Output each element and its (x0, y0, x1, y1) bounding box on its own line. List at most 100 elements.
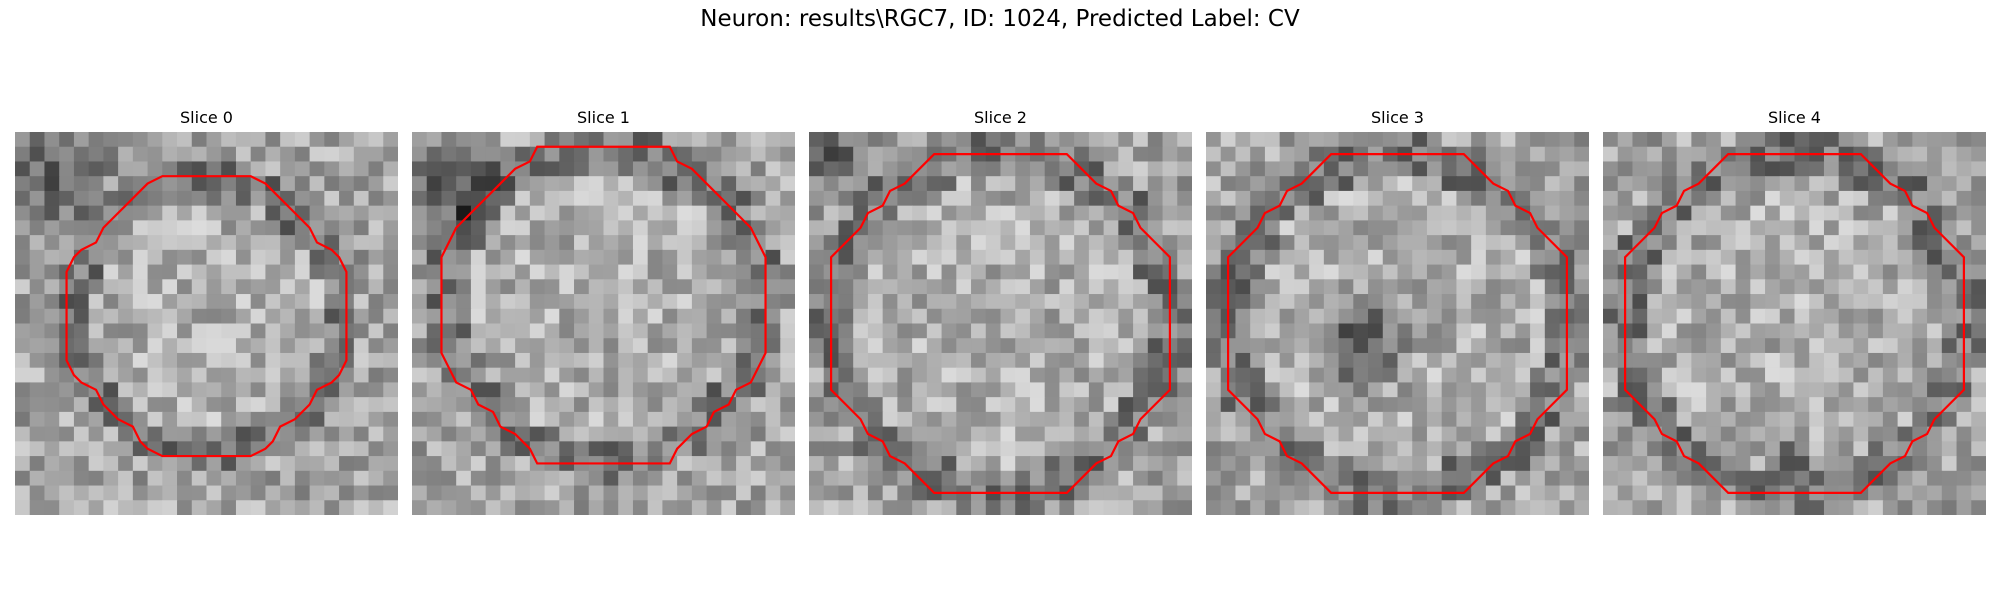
pixel-cell (1412, 367, 1428, 384)
pixel-cell (1015, 308, 1031, 325)
pixel-cell (1750, 308, 1766, 325)
pixel-cell (485, 367, 501, 384)
pixel-cell (588, 132, 605, 148)
pixel-cell (1823, 249, 1840, 266)
pixel-cell (280, 308, 296, 325)
pixel-cell (1956, 426, 1972, 442)
pixel-cell (882, 294, 898, 310)
pixel-cell (265, 176, 281, 192)
pixel-cell (736, 323, 752, 339)
pixel-cell (1118, 338, 1134, 354)
pixel-cell (206, 338, 222, 354)
pixel-cell (1809, 132, 1825, 148)
pixel-cell (691, 470, 708, 487)
pixel-cell (1823, 338, 1840, 354)
pixel-cell (1088, 426, 1105, 442)
pixel-cell (1691, 146, 1707, 163)
pixel-cell (1691, 338, 1707, 354)
pixel-cell (368, 367, 384, 384)
pixel-cell (250, 500, 267, 515)
pixel-cell (882, 146, 898, 163)
pixel-cell (1706, 294, 1722, 310)
pixel-cell (1941, 456, 1958, 472)
pixel-cell (59, 470, 75, 487)
pixel-cell (1750, 264, 1766, 280)
pixel-cell (29, 176, 46, 192)
pixel-cell (368, 441, 384, 457)
pixel-cell (309, 352, 325, 369)
pixel-cell (1603, 146, 1619, 163)
pixel-cell (1471, 426, 1487, 442)
pixel-cell (235, 352, 252, 369)
pixel-cell (1794, 338, 1810, 354)
pixel-cell (1676, 264, 1692, 280)
pixel-cell (588, 338, 605, 354)
pixel-cell (1838, 249, 1855, 266)
pixel-cell (780, 205, 795, 221)
pixel-cell (912, 441, 928, 457)
pixel-cell (736, 500, 752, 515)
pixel-cell (485, 338, 501, 354)
pixel-cell (470, 220, 487, 236)
pixel-cell (971, 235, 987, 251)
pixel-cell (1235, 500, 1251, 515)
pixel-cell (294, 470, 311, 487)
pixel-cell (441, 485, 457, 501)
pixel-cell (1779, 294, 1796, 310)
pixel-cell (1397, 294, 1413, 310)
pixel-cell (941, 382, 957, 398)
pixel-cell (339, 485, 355, 501)
pixel-cell (809, 176, 825, 192)
pixel-cell (118, 500, 134, 515)
pixel-cell (88, 352, 104, 369)
pixel-cell (1912, 470, 1928, 487)
pixel-cell (1000, 411, 1016, 428)
pixel-cell (897, 382, 913, 398)
pixel-cell (1044, 352, 1061, 369)
pixel-cell (1927, 308, 1943, 325)
pixel-cell (1382, 205, 1399, 221)
pixel-cell (1147, 294, 1164, 310)
pixel-cell (1720, 132, 1737, 148)
pixel-cell (191, 146, 208, 163)
pixel-cell (1382, 264, 1399, 280)
pixel-cell (1074, 279, 1090, 295)
pixel-cell (147, 235, 163, 251)
pixel-cell (1809, 220, 1825, 236)
pixel-cell (603, 382, 619, 398)
pixel-cell (147, 352, 163, 369)
pixel-cell (1426, 205, 1443, 221)
pixel-cell (1368, 249, 1384, 266)
pixel-cell (368, 190, 384, 207)
pixel-cell (1456, 382, 1472, 398)
pixel-cell (265, 411, 281, 428)
pixel-cell (294, 279, 311, 295)
pixel-cell (1279, 338, 1295, 354)
pixel-cell (1074, 205, 1090, 221)
pixel-cell (383, 249, 398, 266)
pixel-cell (985, 308, 1002, 325)
pixel-cell (809, 308, 825, 325)
pixel-cell (706, 441, 722, 457)
pixel-cell (853, 470, 869, 487)
pixel-cell (588, 367, 605, 384)
pixel-cell (280, 397, 296, 413)
pixel-cell (1309, 338, 1325, 354)
pixel-cell (1530, 146, 1546, 163)
pixel-cell (809, 205, 825, 221)
pixel-cell (1647, 264, 1663, 280)
pixel-cell (88, 161, 104, 177)
pixel-cell (897, 338, 913, 354)
pixel-cell (515, 132, 531, 148)
pixel-cell (1103, 352, 1119, 369)
pixel-cell (1500, 176, 1516, 192)
pixel-cell (1765, 249, 1781, 266)
pixel-cell (500, 190, 516, 207)
pixel-cell (1720, 190, 1737, 207)
pixel-cell (1676, 132, 1692, 148)
pixel-cell (1853, 382, 1869, 398)
pixel-cell (324, 470, 340, 487)
pixel-cell (1515, 264, 1531, 280)
pixel-cell (1177, 308, 1192, 325)
pixel-cell (1897, 338, 1913, 354)
